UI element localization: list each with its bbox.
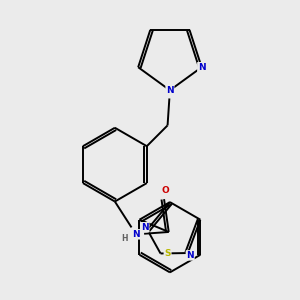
Text: N: N — [198, 63, 206, 72]
Text: S: S — [164, 249, 171, 258]
Text: N: N — [132, 230, 140, 239]
Text: H: H — [121, 235, 128, 244]
Text: N: N — [186, 251, 194, 260]
Text: O: O — [161, 187, 169, 196]
Text: N: N — [141, 223, 149, 232]
Text: N: N — [166, 86, 174, 95]
